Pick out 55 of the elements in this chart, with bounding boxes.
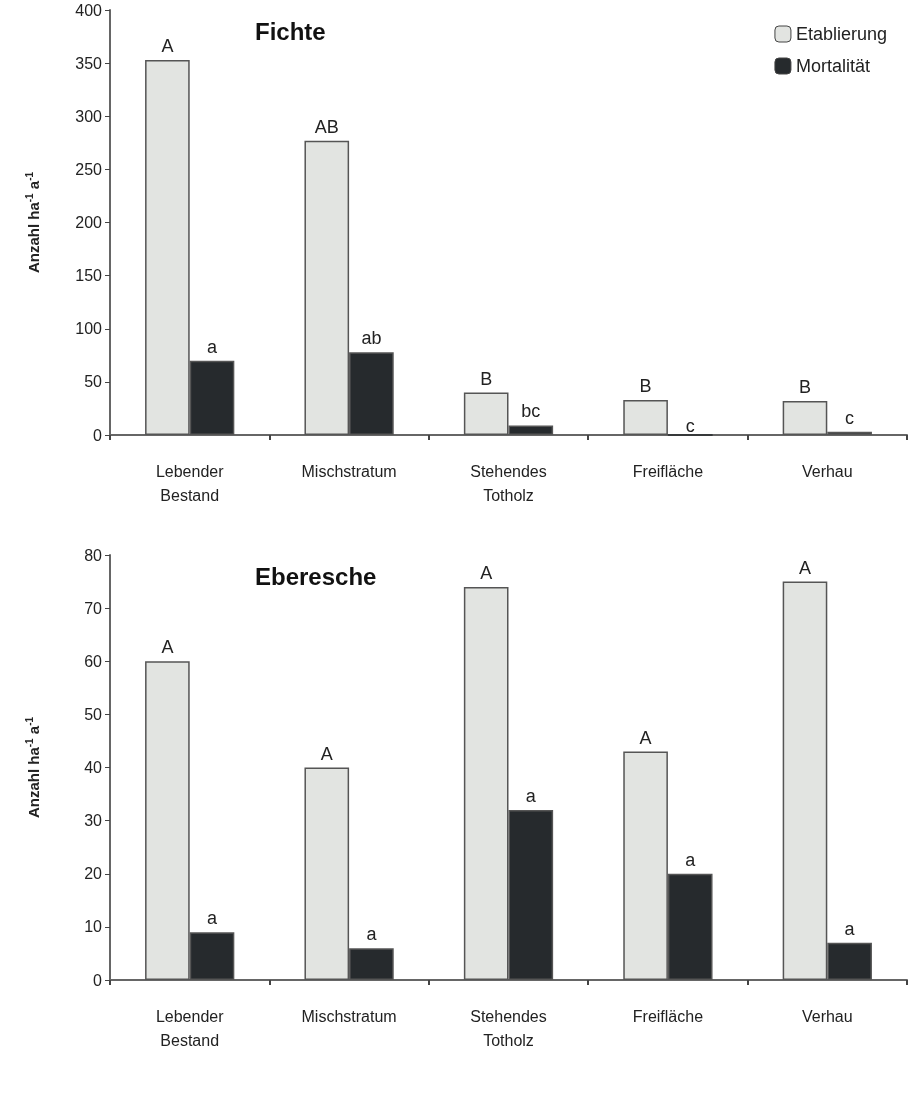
y-tick-label: 100 — [75, 320, 103, 338]
y-tick-label: 200 — [75, 214, 103, 231]
data-label: c — [845, 407, 855, 428]
x-tick-label: Lebender Bestand — [155, 462, 225, 504]
data-label: A — [798, 557, 811, 578]
y-tick-label: 70 — [84, 599, 103, 617]
legend-label: Mortalität — [795, 56, 870, 76]
data-label: A — [639, 727, 652, 748]
y-axis-title: Anzahl ha-1 a-1 — [23, 171, 42, 274]
chart-title: Eberesche — [255, 562, 377, 590]
chart-title: Fichte — [255, 17, 326, 45]
data-label: ab — [361, 328, 382, 349]
data-label: a — [207, 908, 219, 929]
x-tick-label: Lebender Bestand — [155, 1007, 225, 1049]
y-tick-label: 150 — [75, 267, 103, 285]
y-tick-label: 0 — [93, 426, 103, 444]
x-tick-label: Freifläche — [632, 462, 704, 480]
data-label: AB — [314, 116, 339, 137]
data-label: B — [480, 368, 493, 389]
y-tick-label: 250 — [75, 160, 103, 178]
y-tick-label: 0 — [93, 971, 103, 989]
y-tick-label: 300 — [75, 107, 103, 125]
y-tick-label: 400 — [75, 1, 103, 19]
y-tick-label: 10 — [84, 918, 103, 936]
data-label: A — [161, 35, 174, 56]
y-tick-label: 40 — [84, 759, 103, 776]
x-tick-label: Stehendes Totholz — [470, 462, 547, 504]
x-tick-label: Stehendes Totholz — [470, 1007, 547, 1049]
data-label: B — [639, 375, 652, 396]
data-label: a — [685, 849, 697, 870]
data-label: c — [685, 415, 695, 436]
legend-label: Etablierung — [795, 24, 888, 44]
x-tick-label: Verhau — [801, 462, 853, 480]
data-label: A — [320, 743, 333, 764]
data-label: a — [844, 918, 856, 939]
y-tick-label: 30 — [84, 812, 103, 830]
data-label: a — [525, 786, 537, 806]
data-label: A — [161, 637, 174, 658]
x-tick-label: Mischstratum — [301, 462, 397, 480]
y-tick-label: 20 — [84, 865, 103, 883]
y-tick-label: 50 — [84, 373, 103, 391]
data-label: A — [480, 562, 493, 583]
y-axis-title: Anzahl ha-1 a-1 — [23, 716, 42, 819]
y-tick-label: 80 — [84, 546, 103, 564]
data-label: B — [798, 377, 811, 397]
data-label: bc — [521, 401, 541, 422]
x-tick-label: Verhau — [801, 1007, 853, 1025]
x-tick-label: Freifläche — [632, 1007, 704, 1025]
y-tick-label: 60 — [84, 652, 103, 670]
y-tick-label: 50 — [84, 705, 103, 723]
bar — [623, 399, 668, 435]
data-label: a — [207, 336, 219, 357]
x-tick-label: Mischstratum — [301, 1007, 397, 1025]
data-label: a — [366, 924, 378, 945]
y-tick-label: 350 — [75, 54, 103, 72]
